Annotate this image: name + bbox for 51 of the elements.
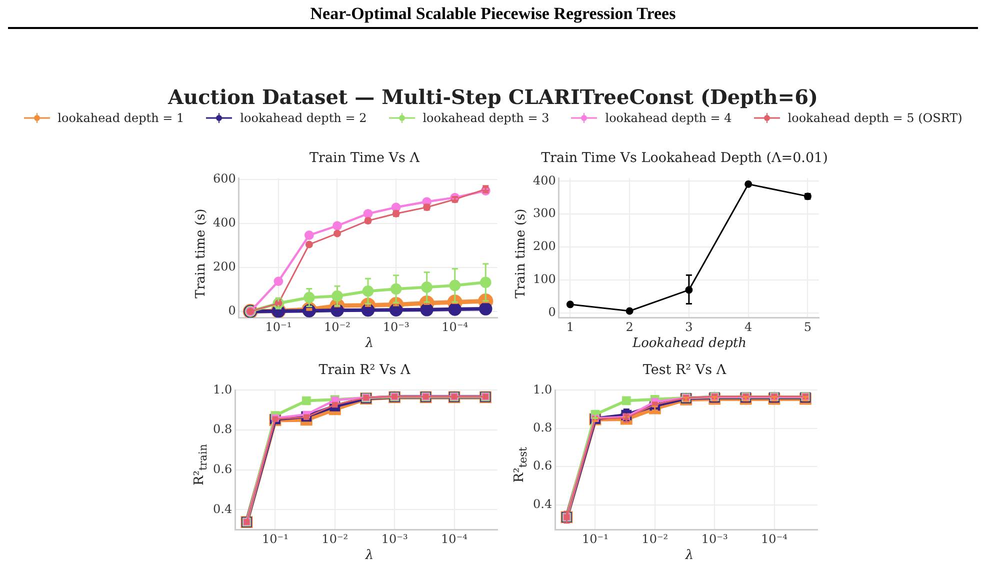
x-axis-title: λ — [684, 548, 695, 563]
text: Near-Optimal Scalable Piecewise Regression Trees — [8, 4, 978, 29]
y-tick-label: 1.0 — [532, 382, 552, 396]
y-tick-label: 1.0 — [212, 382, 232, 396]
chart-title: Test R² Vs Λ — [642, 362, 728, 380]
x-tick-label: 10⁻⁴ — [441, 532, 468, 546]
y-tick-label: 0.4 — [532, 496, 552, 511]
legend-label: lookahead depth = 1 — [58, 111, 184, 125]
y-tick-label: 0.8 — [212, 422, 232, 436]
y-tick-label: 400 — [533, 173, 556, 188]
chart-title: Train Time Vs Λ — [310, 150, 420, 166]
x-tick-label: 10⁻¹ — [582, 532, 608, 546]
x-tick-label: 10⁻² — [642, 532, 668, 546]
x-tick-label: 10⁻¹ — [262, 532, 288, 546]
y-tick-label: 0.4 — [212, 502, 232, 516]
x-tick-label: 10⁻³ — [381, 532, 408, 546]
x-axis-title: λ — [364, 336, 375, 351]
y-tick-label: 200 — [533, 239, 556, 254]
legend-label: lookahead depth = 3 — [422, 111, 550, 125]
y-tick-label: 0.8 — [532, 420, 552, 435]
x-tick-label: 5 — [804, 320, 812, 334]
x-tick-label: 10⁻² — [322, 532, 348, 546]
x-tick-label: 2 — [626, 320, 634, 334]
x-tick-label: 10⁻⁴ — [442, 320, 468, 334]
y-axis-title: Train time (s) — [514, 208, 528, 298]
x-tick-label: 10⁻² — [324, 320, 351, 334]
y-tick-label: 400 — [213, 215, 236, 230]
legend-label: lookahead depth = 2 — [240, 111, 367, 125]
y-tick-label: 100 — [533, 272, 556, 286]
chart-title: Train R² Vs Λ — [318, 362, 412, 380]
x-tick-label: 10⁻¹ — [265, 320, 292, 334]
x-tick-label: 10⁻³ — [382, 320, 410, 334]
y-tick-label: 300 — [533, 206, 556, 220]
legend-label: lookahead depth = 4 — [605, 111, 732, 125]
y-axis-title: Train time (s) — [194, 208, 208, 298]
text: Auction Dataset — Multi-Step CLARITreeConst (Depth=6) — [166, 85, 819, 109]
x-axis-title: λ — [364, 548, 375, 563]
x-tick-label: 4 — [744, 320, 753, 334]
y-tick-label: 0.6 — [212, 462, 232, 476]
x-tick-label: 10⁻⁴ — [761, 532, 788, 546]
x-tick-label: 10⁻³ — [701, 532, 728, 546]
y-tick-label: 0.6 — [532, 458, 552, 473]
y-tick-label: 200 — [213, 260, 236, 274]
chart-title: Train Time Vs Lookahead Depth (Λ=0.01) — [540, 150, 829, 168]
x-tick-label: 3 — [685, 320, 693, 334]
legend-label: lookahead depth = 5 (OSRT) — [788, 111, 962, 125]
y-tick-label: 0 — [548, 305, 556, 320]
x-axis-title: Lookahead depth — [631, 336, 748, 351]
y-tick-label: 0 — [228, 304, 236, 318]
x-tick-label: 1 — [566, 320, 574, 334]
y-tick-label: 600 — [213, 171, 236, 186]
